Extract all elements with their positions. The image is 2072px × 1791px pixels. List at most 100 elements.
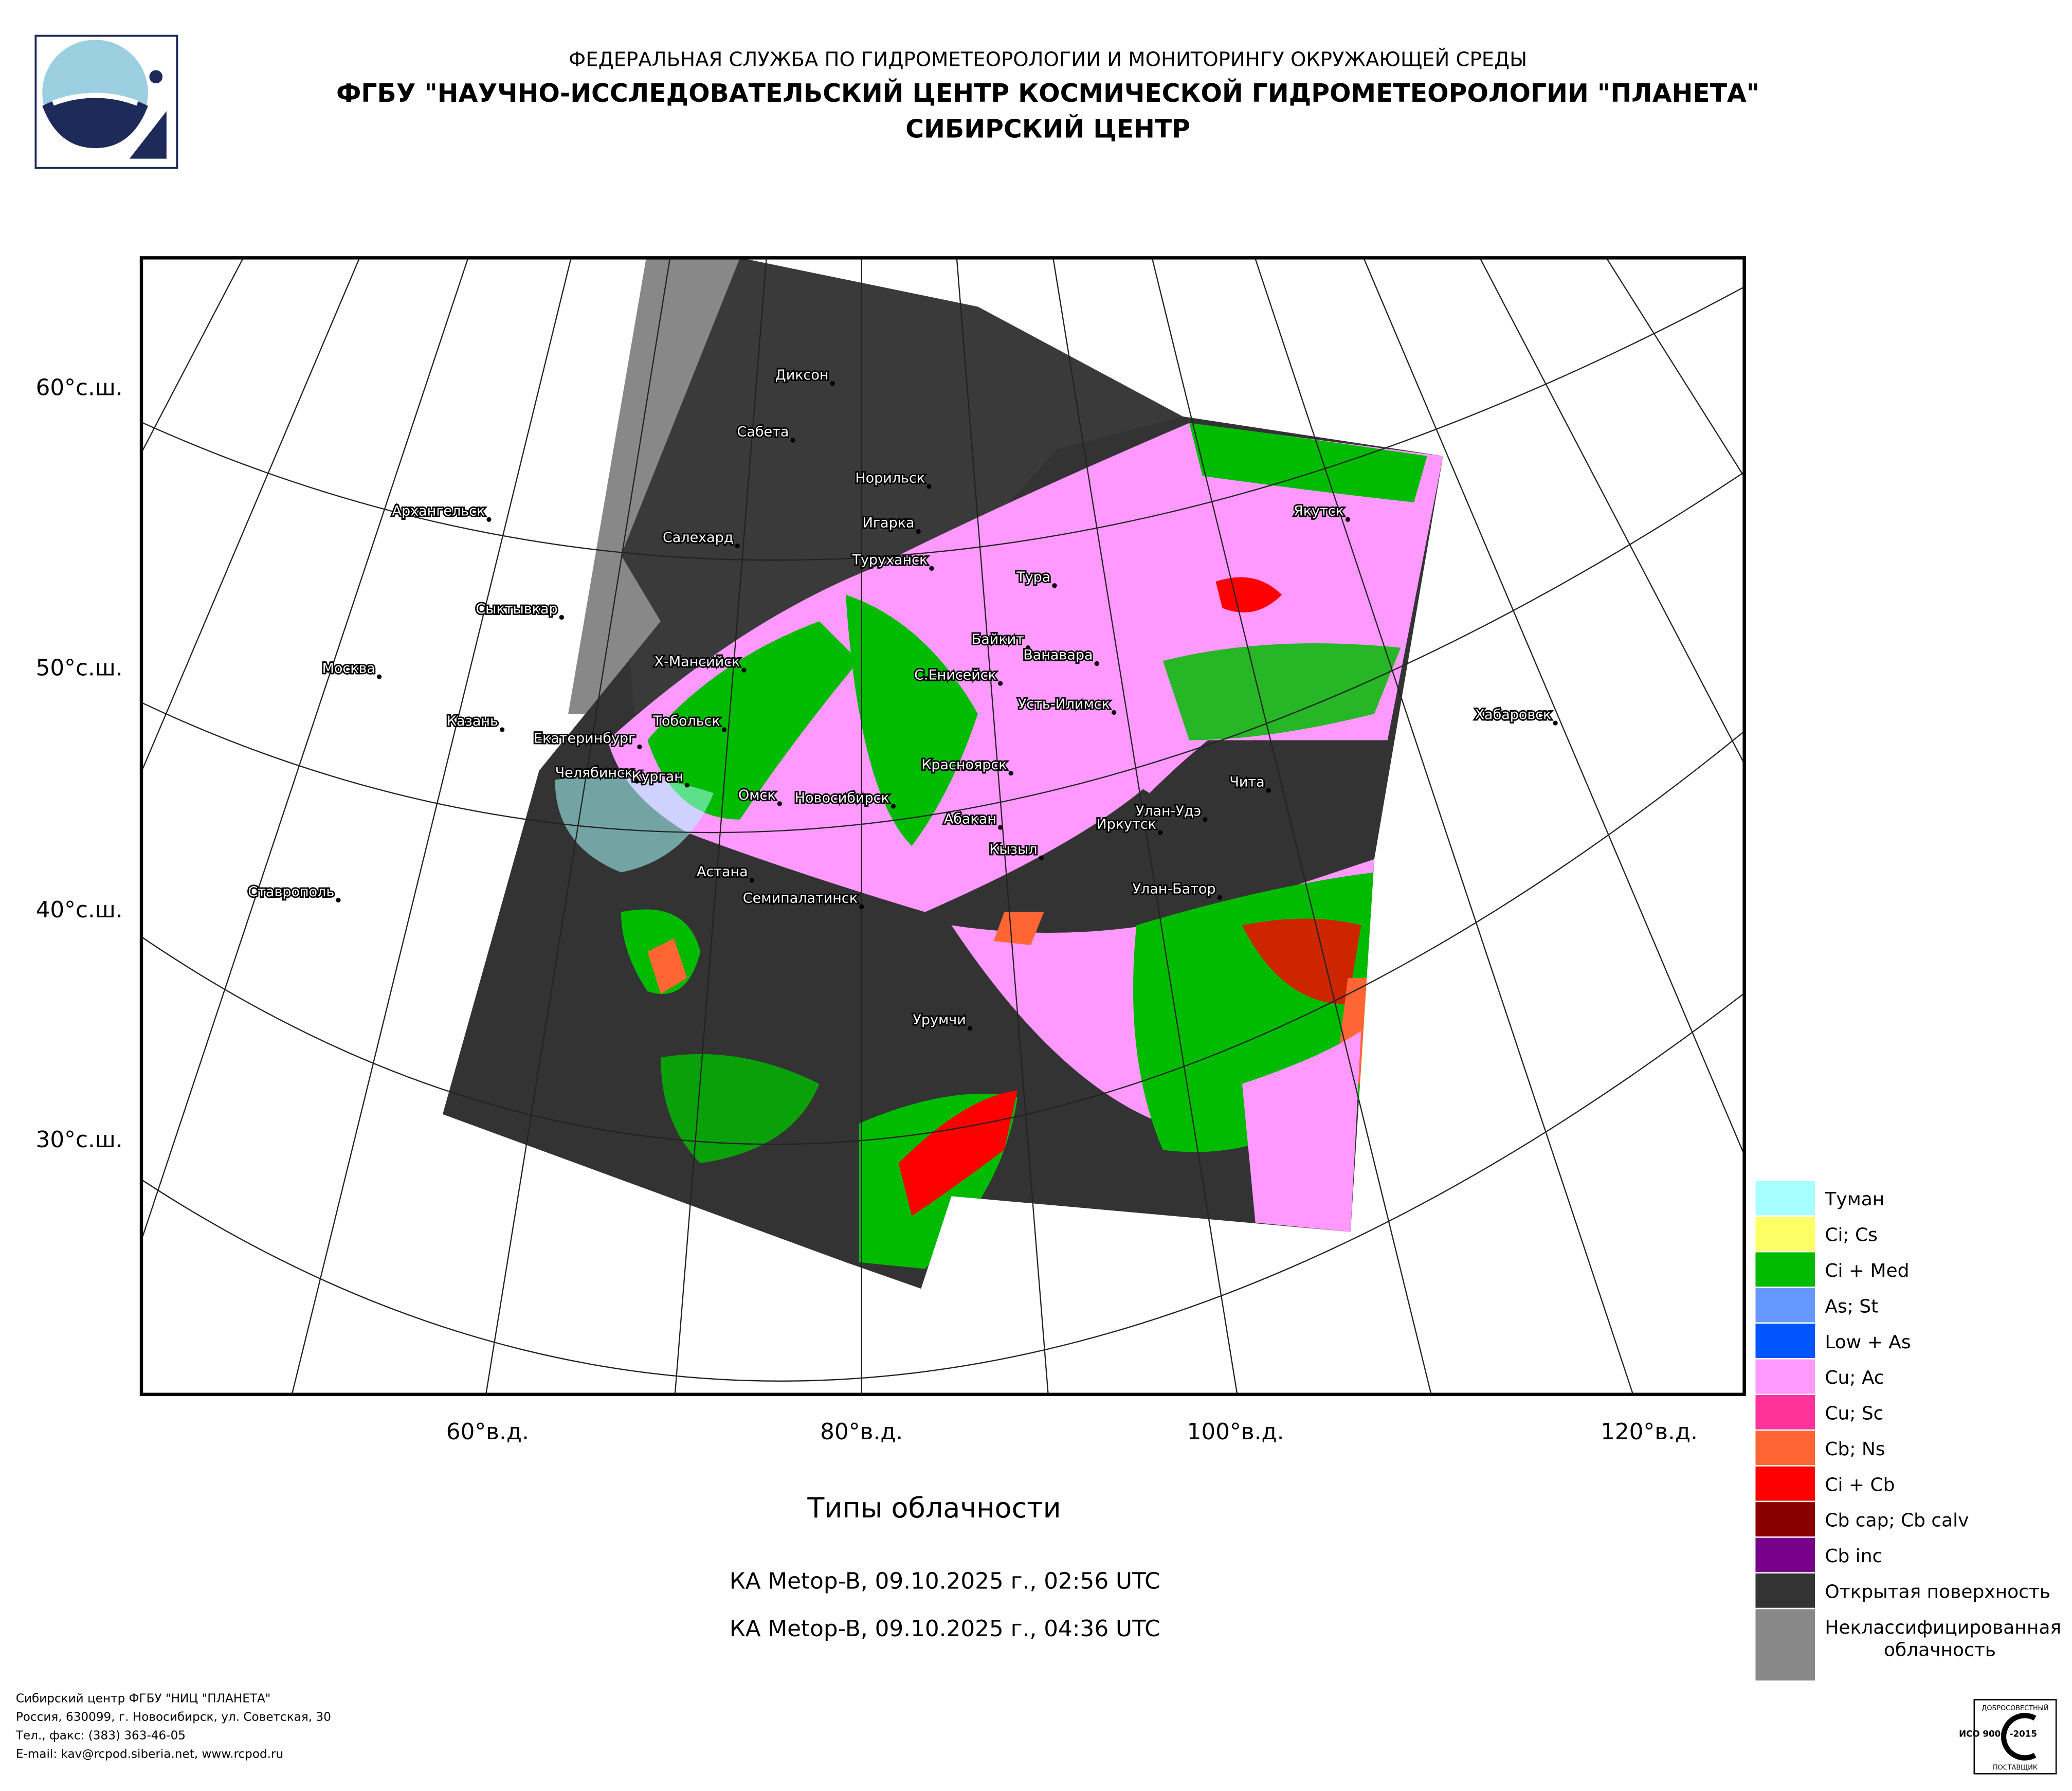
lon-label: 80°в.д.: [820, 1419, 903, 1445]
city-dot: [634, 779, 640, 784]
city-dot: [997, 825, 1003, 830]
lat-label: 30°с.ш.: [36, 1127, 123, 1153]
city-dot: [830, 381, 835, 386]
city-label: Омск: [738, 787, 776, 803]
legend-swatch: [1754, 1251, 1816, 1288]
caption: Типы облачности КА Metop-B, 09.10.2025 г.…: [730, 1492, 1160, 1642]
city-dot: [997, 681, 1003, 686]
city-label: Улан-Батор: [1133, 881, 1216, 897]
city-label: Усть-Илимск: [1018, 696, 1110, 712]
meridian: [485, 258, 671, 1395]
city-label: Тура: [1016, 569, 1050, 585]
legend-label: Открытая поверхность: [1825, 1582, 2050, 1603]
meridian: [1362, 258, 1744, 1156]
meridian: [1151, 258, 1432, 1395]
certificate-bottom: ПОСТАВЩИК: [1993, 1764, 2038, 1772]
pass-info: КА Metop-B, 09.10.2025 г., 02:56 UTC: [730, 1568, 1160, 1595]
city-label: Казань: [447, 713, 498, 729]
certificate: ДОБРОСОВЕСТНЫЙ ИСО 9001 -2015 ПОСТАВЩИК: [1959, 1699, 2057, 1775]
legend-label: Cu; Ac: [1825, 1367, 1884, 1388]
city-label: Абакан: [944, 811, 996, 827]
city-dot: [967, 1026, 973, 1031]
city-label: Диксон: [775, 367, 829, 383]
city-dot: [1157, 830, 1163, 836]
legend-swatch: [1754, 1572, 1816, 1609]
city-label: Курган: [631, 769, 683, 785]
meridian: [291, 258, 572, 1395]
footer-line: Сибирский центр ФГБУ "НИЦ "ПЛАНЕТА": [16, 1692, 271, 1706]
city-dot: [1094, 661, 1099, 666]
city-label: Красноярск: [921, 757, 1007, 773]
city-dot: [377, 674, 382, 679]
city-label: Норильск: [855, 470, 925, 486]
parallel: [141, 992, 1744, 1382]
city-dot: [500, 727, 505, 732]
city-label: Астана: [697, 864, 748, 880]
certificate-top: ДОБРОСОВЕСТНЫЙ: [1982, 1704, 2048, 1712]
city-dot: [777, 801, 783, 806]
city-label: С.Енисейск: [914, 667, 996, 683]
footer-line: E-mail: kav@rcpod.siberia.net, www.rcpod…: [16, 1748, 283, 1761]
legend-label: Cb; Ns: [1825, 1439, 1885, 1460]
lat-label: 40°с.ш.: [36, 897, 123, 923]
axis-labels: 60°с.ш. 50°с.ш. 40°с.ш. 30°с.ш. 60°в.д. 80°в.…: [36, 375, 1698, 1445]
lon-label: 60°в.д.: [446, 1419, 529, 1445]
meridian: [674, 258, 767, 1395]
city-label: Тобольск: [652, 713, 720, 729]
legend-swatch: [1754, 1287, 1816, 1324]
city-label: Кызыл: [989, 842, 1037, 858]
meridian: [141, 258, 469, 1242]
city-label: Ванавара: [1023, 647, 1093, 663]
parallel: [141, 471, 1744, 834]
city-dot: [684, 783, 690, 788]
footer-line: Россия, 630099, г. Новосибирск, ул. Сове…: [16, 1711, 331, 1724]
pass-info: КА Metop-B, 09.10.2025 г., 04:36 UTC: [730, 1616, 1160, 1642]
legend-label: Ci + Med: [1825, 1260, 1909, 1281]
city-dot: [735, 544, 740, 549]
legend-label: Ci + Cb: [1825, 1474, 1895, 1495]
city-dot: [916, 529, 921, 534]
meridian: [956, 258, 1049, 1395]
city-dot: [559, 614, 564, 620]
parallel: [141, 286, 1744, 561]
city-label: Ставрополь: [248, 884, 334, 900]
legend-label: As; St: [1825, 1296, 1878, 1317]
city-label: Якутск: [1294, 503, 1344, 519]
legend-swatch: [1754, 1429, 1816, 1467]
header-line: ФЕДЕРАЛЬНАЯ СЛУЖБА ПО ГИДРОМЕТЕОРОЛОГИИ …: [569, 47, 1527, 71]
legend-label: Cb cap; Cb calv: [1825, 1510, 1969, 1531]
legend-swatch: [1754, 1607, 1816, 1682]
legend-swatch: [1754, 1394, 1816, 1431]
header: ФЕДЕРАЛЬНАЯ СЛУЖБА ПО ГИДРОМЕТЕОРОЛОГИИ …: [336, 47, 1759, 144]
city-label: Хабаровск: [1475, 707, 1552, 722]
city-dot: [741, 667, 747, 673]
city-label: Сыктывкар: [476, 601, 557, 617]
legend-swatch: [1754, 1322, 1816, 1360]
city-dot: [859, 904, 864, 909]
city-dot: [1203, 817, 1208, 822]
legend-label: Cu; Sc: [1825, 1403, 1883, 1424]
footer-line: Тел., факс: (383) 363-46-05: [15, 1729, 186, 1743]
legend-swatch: [1754, 1180, 1816, 1217]
header-line: ФГБУ "НАУЧНО-ИССЛЕДОВАТЕЛЬСКИЙ ЦЕНТР КОС…: [336, 79, 1759, 108]
city-dot: [486, 517, 492, 522]
city-dot: [336, 897, 341, 903]
city-labels: Диксон Сабета Норильск Игарка Салехард Туруха…: [247, 366, 1558, 1031]
legend-swatch: [1754, 1500, 1816, 1538]
city-label: Х-Мансийск: [655, 654, 740, 670]
city-dot: [1217, 895, 1222, 900]
city-label: Улан-Удэ: [1136, 803, 1201, 819]
city-dot: [1052, 583, 1057, 588]
lon-label: 100°в.д.: [1187, 1419, 1284, 1445]
map: Диксон Сабета Норильск Игарка Салехард Туруха…: [141, 258, 1744, 1395]
city-dot: [749, 878, 755, 883]
map-frame: [139, 256, 1746, 1396]
legend-label: Low + As: [1825, 1332, 1911, 1353]
city-dot: [1112, 710, 1117, 715]
city-dot: [1345, 517, 1351, 522]
city-dot: [1553, 720, 1558, 726]
meridian: [1052, 258, 1238, 1395]
city-label: Туруханск: [851, 552, 928, 568]
city-label: Иркутск: [1097, 817, 1156, 833]
